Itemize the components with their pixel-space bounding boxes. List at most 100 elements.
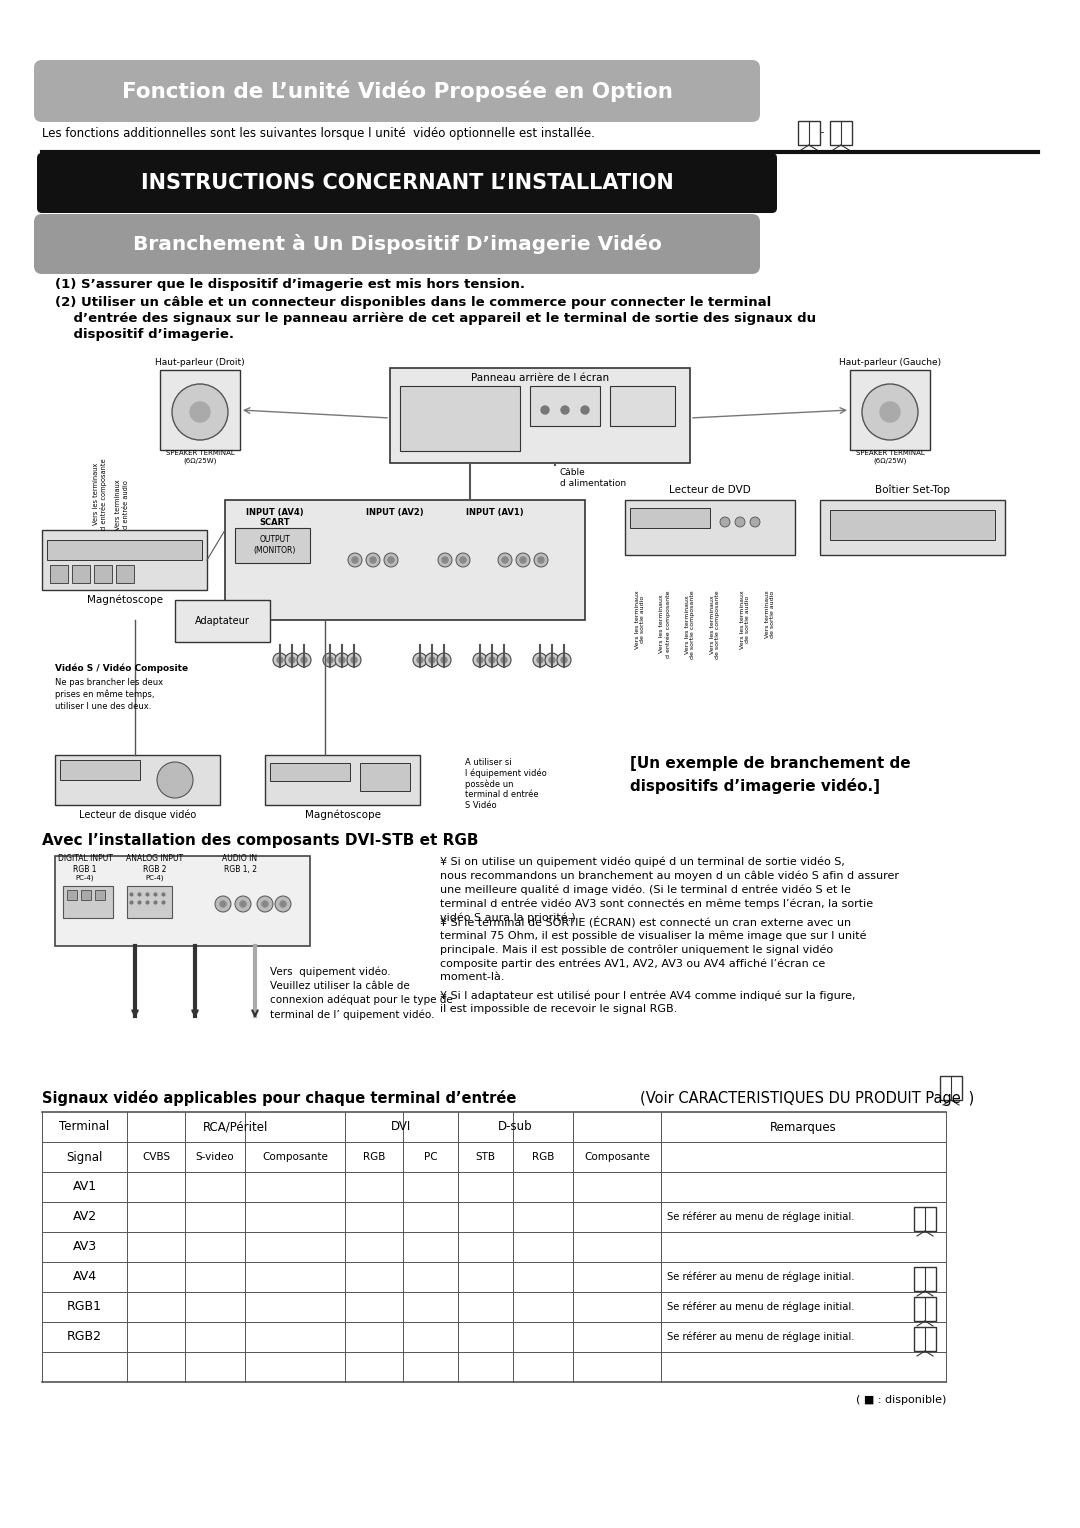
Circle shape	[240, 902, 246, 908]
Text: Vers terminaux
de sortie audio: Vers terminaux de sortie audio	[765, 590, 775, 637]
Circle shape	[497, 652, 511, 668]
Text: dispositif d’imagerie.: dispositif d’imagerie.	[55, 327, 234, 341]
Circle shape	[501, 657, 507, 663]
Text: -: -	[820, 127, 824, 139]
Text: AV2: AV2	[72, 1210, 96, 1224]
Text: SPEAKER TERMINAL
(6Ω/25W): SPEAKER TERMINAL (6Ω/25W)	[855, 451, 924, 463]
Text: une meilleure qualité d image vidéo. (Si le terminal d entrée vidéo S et le: une meilleure qualité d image vidéo. (Si…	[440, 885, 851, 894]
Circle shape	[534, 553, 548, 567]
Circle shape	[750, 516, 760, 527]
Bar	[400, 387, 519, 451]
Text: RGB1: RGB1	[67, 1300, 102, 1314]
Circle shape	[545, 652, 559, 668]
Bar	[42, 530, 207, 590]
Bar	[48, 539, 202, 559]
Text: RGB: RGB	[363, 1152, 386, 1161]
Circle shape	[561, 657, 567, 663]
Circle shape	[541, 406, 549, 414]
Text: il est impossible de recevoir le signal RGB.: il est impossible de recevoir le signal …	[440, 1004, 677, 1015]
Text: AV4: AV4	[72, 1270, 96, 1284]
Text: Ne pas brancher les deux: Ne pas brancher les deux	[55, 677, 163, 686]
Circle shape	[485, 652, 499, 668]
Circle shape	[280, 902, 286, 908]
FancyBboxPatch shape	[33, 60, 760, 122]
Circle shape	[289, 657, 295, 663]
Text: terminal 75 Ohm, il est possible de visualiser la même image que sur l unité: terminal 75 Ohm, il est possible de visu…	[440, 931, 866, 941]
Bar	[235, 529, 310, 562]
Circle shape	[880, 402, 900, 422]
Circle shape	[157, 762, 193, 798]
Bar	[72, 565, 90, 584]
Text: Haut-parleur (Gauche): Haut-parleur (Gauche)	[839, 358, 941, 367]
Bar	[265, 755, 420, 805]
Bar	[63, 886, 113, 918]
Circle shape	[498, 553, 512, 567]
Bar	[116, 565, 134, 584]
Text: D-sub: D-sub	[498, 1120, 532, 1134]
Circle shape	[262, 902, 268, 908]
Text: Vers les terminaux
de sortie audio: Vers les terminaux de sortie audio	[635, 590, 646, 649]
Bar	[914, 1326, 936, 1351]
Text: Boîtier Set-Top: Boîtier Set-Top	[875, 484, 950, 495]
Text: ¥ Si on utilise un quipement vidéo quipé d un terminal de sortie vidéo S,: ¥ Si on utilise un quipement vidéo quipé…	[440, 856, 845, 866]
Text: Branchement à Un Dispositif D’imagerie Vidéo: Branchement à Un Dispositif D’imagerie V…	[133, 234, 661, 254]
Circle shape	[384, 553, 399, 567]
Text: CVBS: CVBS	[141, 1152, 170, 1161]
Circle shape	[557, 652, 571, 668]
Circle shape	[581, 406, 589, 414]
Circle shape	[388, 558, 394, 562]
Circle shape	[275, 895, 291, 912]
Text: (Voir CARACTERISTIQUES DU PRODUIT Page: (Voir CARACTERISTIQUES DU PRODUIT Page	[640, 1091, 961, 1105]
Circle shape	[370, 558, 376, 562]
Text: Fonction de L’unité Vidéo Proposée en Option: Fonction de L’unité Vidéo Proposée en Op…	[122, 81, 673, 102]
Text: RCA/Péritel: RCA/Péritel	[203, 1120, 269, 1134]
Bar	[625, 500, 795, 555]
Circle shape	[351, 657, 357, 663]
Circle shape	[426, 652, 438, 668]
Text: nous recommandons un branchement au moyen d un câble vidéo S afin d assurer: nous recommandons un branchement au moye…	[440, 869, 899, 880]
Text: OUTPUT
(MONITOR): OUTPUT (MONITOR)	[254, 535, 296, 555]
Text: INPUT (AV1): INPUT (AV1)	[467, 507, 524, 516]
Text: RGB2: RGB2	[67, 1331, 102, 1343]
Circle shape	[460, 558, 465, 562]
Circle shape	[327, 657, 333, 663]
Text: terminal d entrée vidéo AV3 sont connectés en même temps l’écran, la sortie: terminal d entrée vidéo AV3 sont connect…	[440, 898, 873, 909]
Bar	[60, 759, 140, 779]
Text: INPUT (AV4): INPUT (AV4)	[246, 507, 303, 516]
Text: Vers les terminaux
d entrée composante: Vers les terminaux d entrée composante	[93, 458, 107, 530]
Circle shape	[537, 657, 543, 663]
Circle shape	[235, 895, 251, 912]
Text: Vers les terminaux
de sortie audio: Vers les terminaux de sortie audio	[740, 590, 751, 649]
Text: Câble
d alimentation: Câble d alimentation	[561, 468, 626, 487]
Bar	[67, 889, 77, 900]
Bar	[610, 387, 675, 426]
Text: (2) Utiliser un câble et un connecteur disponibles dans le commerce pour connect: (2) Utiliser un câble et un connecteur d…	[55, 295, 771, 309]
Bar	[270, 762, 350, 781]
Text: (1) S’assurer que le dispositif d’imagerie est mis hors tension.: (1) S’assurer que le dispositif d’imager…	[55, 278, 525, 290]
Circle shape	[735, 516, 745, 527]
Circle shape	[276, 657, 283, 663]
Text: Se référer au menu de réglage initial.: Se référer au menu de réglage initial.	[667, 1212, 854, 1222]
Text: Lecteur de disque vidéo: Lecteur de disque vidéo	[79, 810, 197, 821]
Circle shape	[285, 652, 299, 668]
Circle shape	[477, 657, 483, 663]
Text: utiliser l une des deux.: utiliser l une des deux.	[55, 701, 151, 711]
Text: INPUT (AV2): INPUT (AV2)	[366, 507, 423, 516]
Text: Vers les terminaux
de sortie composante: Vers les terminaux de sortie composante	[685, 590, 696, 659]
Circle shape	[215, 895, 231, 912]
Circle shape	[502, 558, 508, 562]
Bar	[914, 1297, 936, 1322]
Text: ( ■ : disponible): ( ■ : disponible)	[855, 1395, 946, 1406]
Text: DIGITAL INPUT
RGB 1: DIGITAL INPUT RGB 1	[57, 854, 112, 874]
Bar	[530, 387, 600, 426]
FancyBboxPatch shape	[37, 153, 777, 212]
Circle shape	[549, 657, 555, 663]
Text: prises en même temps,: prises en même temps,	[55, 689, 154, 698]
Bar	[225, 500, 585, 620]
Circle shape	[473, 652, 487, 668]
Text: Panneau arrière de l écran: Panneau arrière de l écran	[471, 373, 609, 384]
Text: composite partir des entrées AV1, AV2, AV3 ou AV4 affiché l’écran ce: composite partir des entrées AV1, AV2, A…	[440, 958, 825, 969]
Text: principale. Mais il est possible de contrôler uniquement le signal vidéo: principale. Mais il est possible de cont…	[440, 944, 833, 955]
Text: AV3: AV3	[72, 1241, 96, 1253]
Bar	[914, 1267, 936, 1291]
